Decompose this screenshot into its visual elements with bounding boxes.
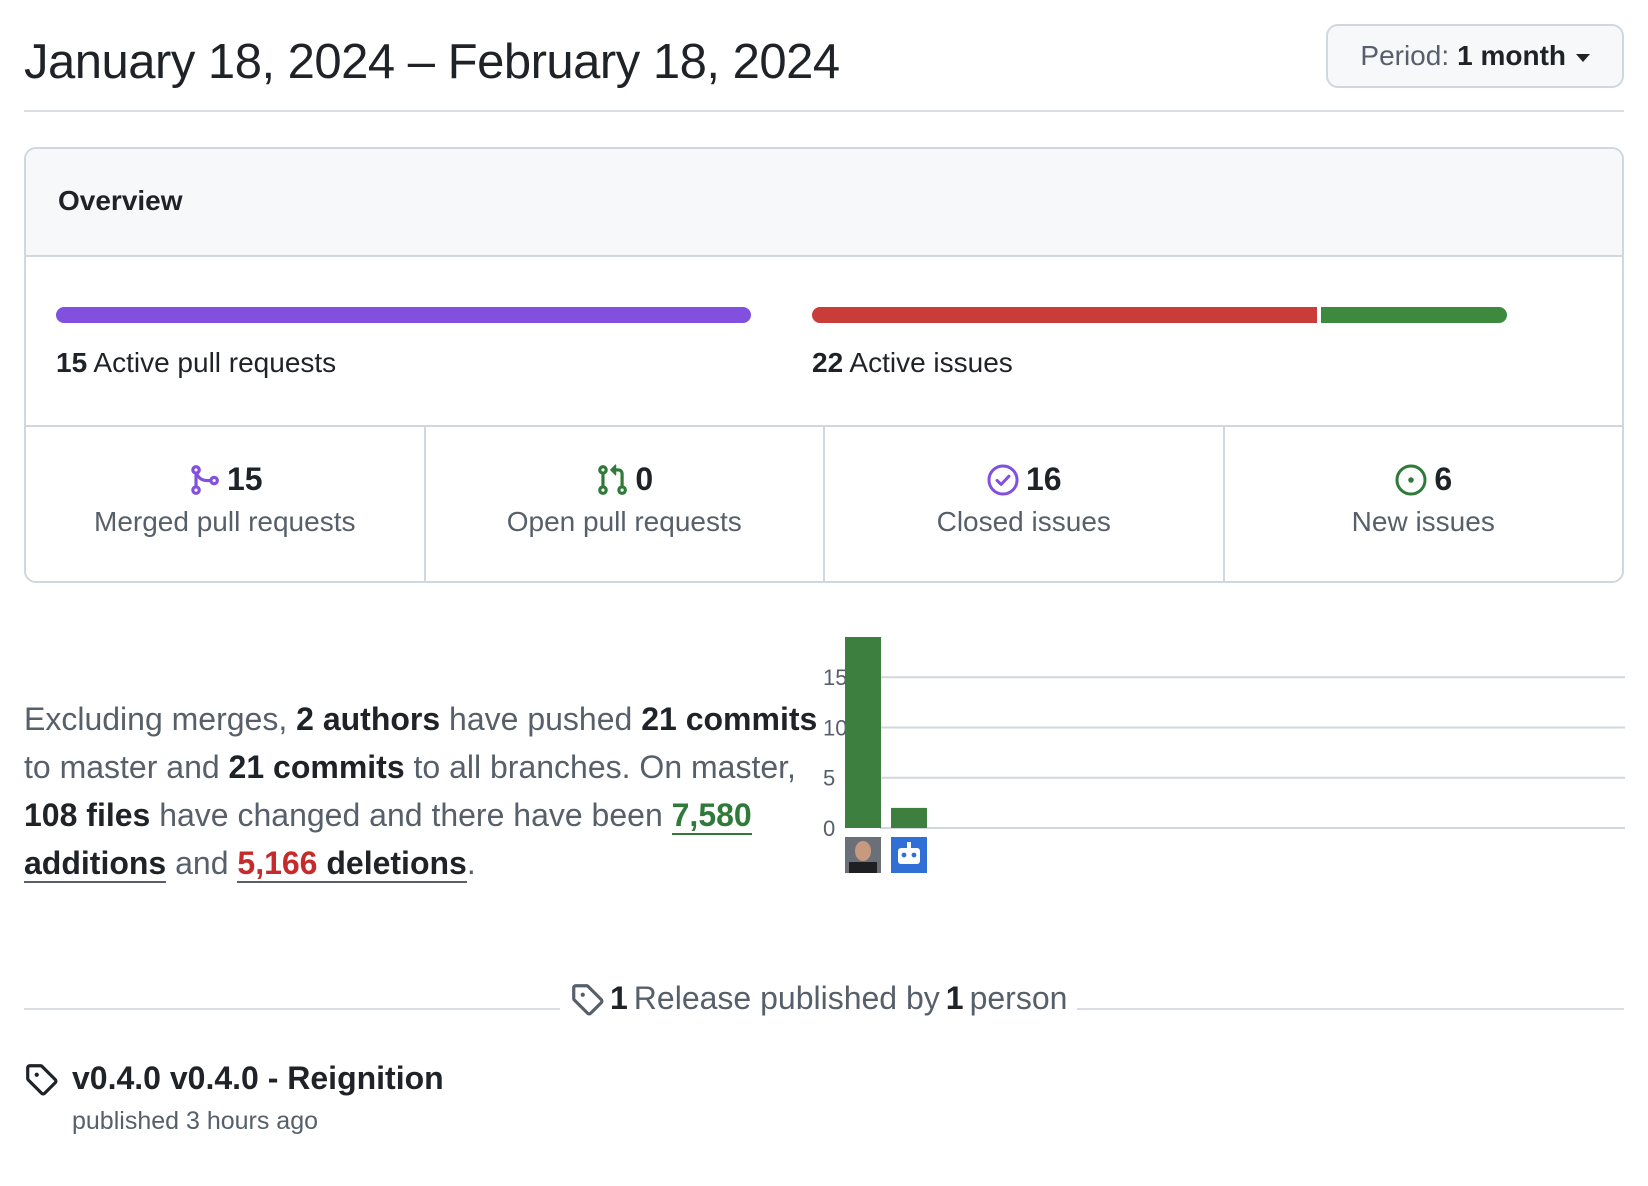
release-subtitle: published 3 hours ago [72, 1107, 319, 1135]
tag-icon [26, 1063, 58, 1096]
files-changed-count: 108 files [24, 797, 151, 833]
issues-closed-segment [812, 307, 1318, 323]
issues-open-segment [1321, 307, 1507, 323]
commits-all-count: 21 commits [228, 749, 405, 785]
issue-closed-icon [987, 463, 1019, 496]
summary-text: have changed and there have been [150, 797, 672, 833]
additions-word-link[interactable]: additions [24, 845, 167, 883]
summary-text: to all branches. On master, [404, 749, 796, 785]
active-pr-text: Active pull requests [93, 347, 337, 378]
deletions-count: 5,166 [237, 845, 318, 881]
pr-bar-group[interactable]: 15 Active pull requests [56, 307, 751, 379]
stat-new-issues[interactable]: 6 New issues [1225, 427, 1623, 581]
active-pr-count: 15 [56, 347, 88, 378]
stat-merged-prs[interactable]: 15 Merged pull requests [26, 427, 426, 581]
release-text-end: person [969, 980, 1068, 1016]
authors-count: 2 authors [296, 701, 441, 737]
summary-text: to master and [24, 749, 229, 785]
header: January 18, 2024 – February 18, 2024 Per… [24, 22, 1624, 112]
author-avatar[interactable] [845, 837, 881, 873]
period-dropdown-button[interactable]: Period: 1 month [1326, 24, 1624, 88]
pr-merged-segment [56, 307, 751, 323]
merged-prs-count: 15 [226, 461, 263, 497]
release-count: 1 [610, 980, 628, 1016]
overview-title: Overview [26, 149, 1622, 257]
issues-progress-bar [812, 307, 1507, 323]
summary-text: . [466, 845, 476, 881]
new-issues-label: New issues [1351, 506, 1495, 537]
issue-opened-icon [1395, 463, 1427, 496]
active-issues-text: Active issues [849, 347, 1013, 378]
release-summary: 1 Release published by 1 person [560, 980, 1078, 1017]
commits-chart: 0 5 10 15 [823, 637, 1625, 930]
release-text: Release published by [633, 980, 940, 1016]
stat-open-prs[interactable]: 0 Open pull requests [426, 427, 825, 581]
git-merge-icon [191, 464, 219, 495]
active-pr-label: 15 Active pull requests [56, 347, 751, 379]
open-prs-count: 0 [635, 461, 654, 497]
y-tick-label: 0 [823, 816, 835, 841]
merged-prs-label: Merged pull requests [94, 506, 356, 537]
summary-text: have pushed [440, 701, 642, 737]
issues-bar-group[interactable]: 22 Active issues [812, 307, 1507, 379]
y-tick-label: 10 [823, 715, 847, 740]
deletions-word: deletions [326, 845, 467, 881]
overview-bars: 15 Active pull requests 22 Active issues [26, 257, 1622, 427]
additions-link[interactable]: 7,580 [671, 797, 752, 835]
summary-text: and [166, 845, 238, 881]
chart-bar-author-1[interactable] [845, 637, 881, 828]
release-title-link[interactable]: v0.4.0 v0.4.0 - Reignition [72, 1060, 444, 1096]
commits-master-count: 21 commits [641, 701, 818, 737]
period-value: 1 month [1457, 40, 1566, 71]
tag-icon [572, 983, 604, 1016]
release-item[interactable]: v0.4.0 v0.4.0 - Reignition published 3 h… [24, 1060, 444, 1136]
y-tick-label: 15 [823, 665, 847, 690]
period-label: Period: [1360, 40, 1450, 71]
closed-issues-count: 16 [1025, 461, 1062, 497]
open-prs-label: Open pull requests [506, 506, 742, 537]
overview-stats: 15 Merged pull requests 0 Open pull requ… [26, 427, 1622, 581]
active-issues-label: 22 Active issues [812, 347, 1507, 379]
overview-box: Overview 15 Active pull requests 22 Acti… [24, 147, 1624, 583]
commits-bar-chart: 0 5 10 15 [823, 637, 1625, 873]
date-range-title: January 18, 2024 – February 18, 2024 [24, 35, 840, 89]
pr-progress-bar [56, 307, 751, 323]
stat-closed-issues[interactable]: 16 Closed issues [825, 427, 1225, 581]
new-issues-count: 6 [1434, 461, 1453, 497]
commit-summary: Excluding merges, 2 authors have pushed … [24, 695, 824, 887]
deletions-link[interactable]: 5,166 deletions [237, 845, 467, 883]
active-issues-count: 22 [812, 347, 844, 378]
caret-down-icon [1576, 54, 1590, 62]
summary-text: Excluding merges, [24, 701, 297, 737]
git-pull-request-icon [598, 463, 628, 495]
chart-bar-bot[interactable] [891, 807, 927, 828]
closed-issues-label: Closed issues [936, 506, 1111, 537]
release-people-count: 1 [945, 980, 964, 1016]
y-tick-label: 5 [823, 766, 835, 791]
bot-avatar-icon[interactable] [891, 837, 927, 873]
